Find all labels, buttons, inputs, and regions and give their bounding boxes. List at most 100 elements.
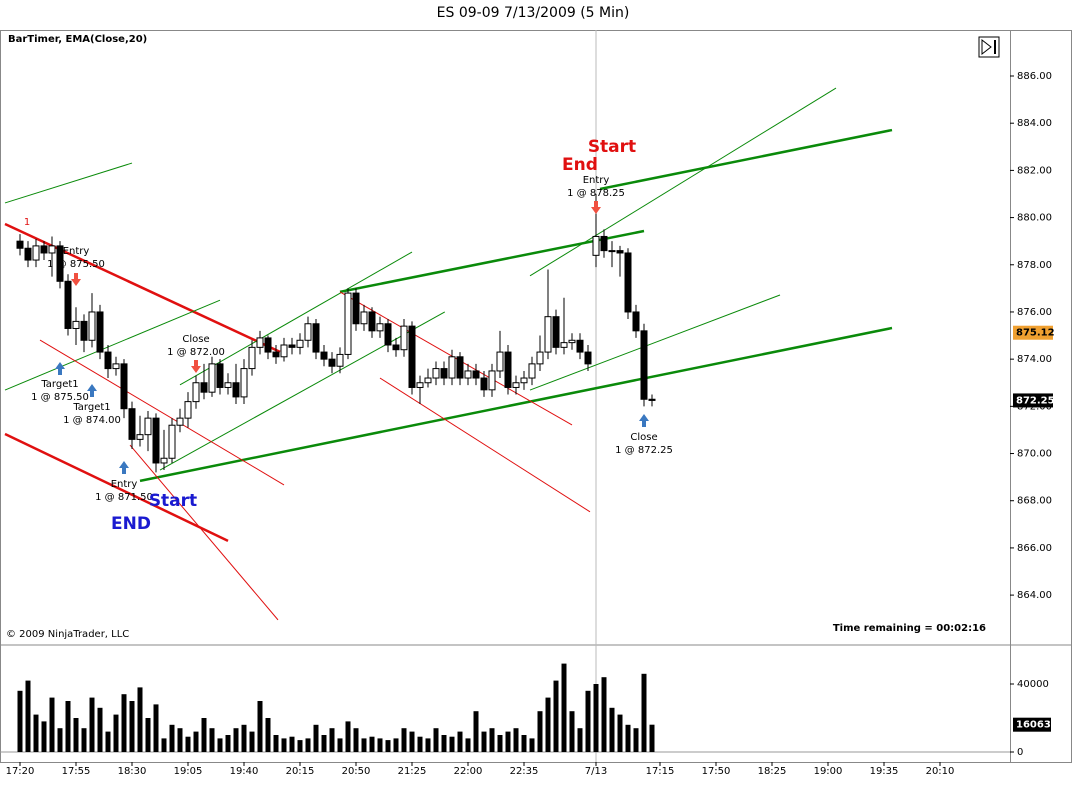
volume-bar	[593, 683, 599, 753]
candle-body	[432, 368, 440, 379]
trendline	[4, 432, 229, 542]
volume-bar	[321, 735, 327, 753]
volume-bar	[337, 738, 343, 753]
volume-marker-label: 16063	[1016, 720, 1051, 731]
price-marker-label: 872.25	[1016, 395, 1055, 406]
trendline	[379, 377, 591, 513]
y-tick-label: 868.00	[1017, 496, 1052, 507]
trendline	[4, 299, 221, 391]
annotation: Close	[630, 432, 657, 443]
trendline	[529, 87, 837, 277]
x-tick-label: 19:00	[814, 766, 843, 777]
candle-body	[48, 245, 56, 254]
y-tick-label: 878.00	[1017, 260, 1052, 271]
volume-bar	[281, 738, 287, 753]
annotation: 1 @ 872.00	[167, 347, 225, 358]
annotation: Entry	[63, 246, 90, 257]
volume-bar	[17, 690, 23, 753]
trade-arrow	[87, 384, 97, 397]
price-marker	[1013, 325, 1053, 340]
trendline	[129, 444, 279, 621]
candle-body	[240, 368, 248, 398]
volume-bar	[169, 724, 175, 753]
volume-bar	[57, 728, 63, 753]
annotation: Start	[149, 491, 197, 511]
y-tick-label: 886.00	[1017, 71, 1052, 82]
volume-bar	[297, 740, 303, 753]
candle-body	[224, 382, 232, 388]
trendline	[179, 251, 413, 386]
x-tick-label: 19:40	[230, 766, 259, 777]
volume-bar	[209, 728, 215, 753]
volume-bar	[329, 728, 335, 753]
volume-bar	[473, 711, 479, 753]
x-tick-label: 18:25	[758, 766, 787, 777]
volume-bar	[409, 731, 415, 753]
candle-body	[448, 356, 456, 379]
candle-body	[600, 235, 608, 252]
trade-arrow	[119, 461, 129, 474]
volume-bar	[89, 697, 95, 753]
trade-arrow	[591, 201, 601, 214]
y-tick-label: 880.00	[1017, 213, 1052, 224]
candle-body	[576, 339, 584, 353]
candle-body	[64, 280, 72, 329]
candle-body	[400, 325, 408, 351]
trendline	[139, 326, 893, 483]
volume-bar	[361, 738, 367, 753]
annotation: 1 @ 874.00	[63, 415, 121, 426]
y-tick-label: 870.00	[1017, 449, 1052, 460]
play-icon[interactable]	[978, 36, 1000, 58]
volume-bar	[481, 731, 487, 753]
y-tick-label: 0	[1017, 747, 1023, 758]
candle-body	[408, 325, 416, 388]
candle-body	[144, 417, 152, 436]
volume-bar	[33, 714, 39, 753]
candle-body	[80, 320, 88, 341]
volume-bar	[225, 735, 231, 753]
candle-body	[376, 323, 384, 332]
candle-body	[544, 316, 552, 353]
candle-body	[200, 382, 208, 393]
annotation: END	[111, 514, 151, 534]
candle-body	[424, 377, 432, 384]
candle-body	[552, 316, 560, 348]
volume-bar	[489, 728, 495, 753]
volume-bar	[553, 680, 559, 753]
volume-bar	[289, 736, 295, 753]
volume-bar	[105, 731, 111, 753]
candle-body	[32, 245, 40, 261]
annotation: Target1	[40, 379, 78, 390]
candle-body	[176, 417, 184, 426]
x-tick-label: 19:35	[870, 766, 899, 777]
volume-bar	[537, 711, 543, 753]
volume-bar	[97, 707, 103, 753]
candle-body	[280, 344, 288, 358]
candle-body	[256, 337, 264, 348]
volume-bar	[457, 731, 463, 753]
annotation: 1 @ 875.50	[31, 392, 89, 403]
volume-bar	[345, 721, 351, 753]
annotation: 1 @ 878.25	[567, 188, 625, 199]
candle-body	[184, 401, 192, 419]
volume-bar	[545, 697, 551, 753]
volume-bar	[377, 738, 383, 753]
candle-body	[328, 358, 336, 367]
volume-bar	[513, 728, 519, 753]
trendline	[339, 291, 573, 426]
volume-bar	[401, 728, 407, 753]
candle-body	[456, 356, 464, 379]
candle-body	[520, 377, 528, 384]
candle-body	[304, 323, 312, 341]
trade-arrow	[71, 273, 81, 286]
volume-bar	[305, 738, 311, 753]
volume-bar	[273, 735, 279, 753]
candle-body	[512, 382, 520, 388]
volume-bar	[385, 740, 391, 753]
candle-body	[584, 351, 592, 365]
trade-arrow	[55, 362, 65, 375]
candle-body	[96, 311, 104, 353]
candle-body	[192, 382, 200, 403]
candle-body	[608, 250, 616, 253]
candle-body	[16, 240, 24, 249]
